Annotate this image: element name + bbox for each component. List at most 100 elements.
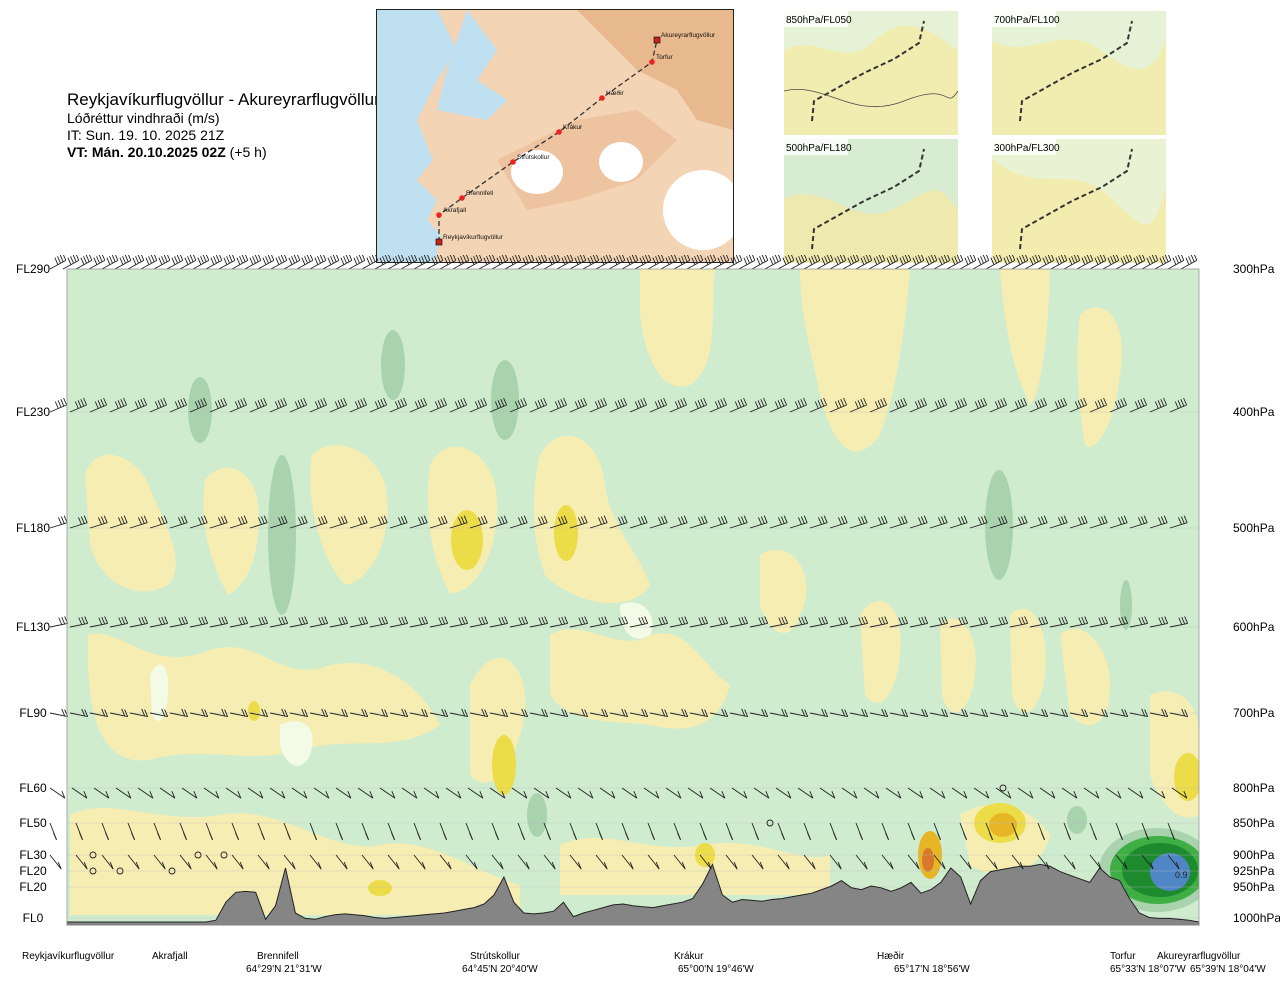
- wind-barb: [777, 854, 790, 870]
- wind-barb: [789, 708, 809, 718]
- wind-barb: [929, 515, 948, 529]
- wind-barb: [478, 255, 496, 270]
- wind-barb: [1011, 854, 1024, 870]
- wind-barb: [449, 708, 469, 718]
- wind-barb: [169, 397, 187, 413]
- wind-barb: [809, 708, 829, 718]
- calm-wind-marker: [89, 867, 97, 875]
- wind-barb: [89, 616, 109, 628]
- map-station-label: Akureyrarflugvöllur: [661, 32, 716, 39]
- waypoint-label: Akrafjall: [152, 950, 188, 963]
- wind-barb: [881, 822, 889, 840]
- flight-level-tick-label: FL90: [19, 706, 47, 720]
- wind-barb: [149, 515, 168, 529]
- wind-barb: [400, 255, 418, 270]
- wind-barb: [429, 397, 447, 413]
- pressure-tick-label: 950hPa: [1233, 880, 1275, 894]
- wind-barb: [649, 515, 668, 529]
- wind-barb: [1037, 822, 1045, 840]
- wind-barb: [209, 397, 227, 413]
- wind-barb: [329, 397, 347, 413]
- waypoint-label: Torfur 65°33'N 18°07'W: [1110, 950, 1186, 976]
- wind-barb: [349, 397, 367, 413]
- wind-barb: [1061, 787, 1078, 799]
- wind-barb: [75, 822, 83, 840]
- wind-barb: [829, 822, 837, 840]
- wind-barb: [686, 255, 704, 270]
- valid-time: VT: Mán. 20.10.2025 02Z (+5 h): [67, 144, 380, 161]
- wind-barb: [205, 255, 223, 270]
- wind-barb: [649, 708, 669, 718]
- wind-barb: [1141, 854, 1154, 870]
- wind-barb: [687, 787, 704, 799]
- waypoint-coord: 64°45'N 20°40'W: [462, 964, 538, 975]
- wind-barb: [229, 397, 247, 413]
- wind-barb: [127, 854, 140, 870]
- wind-barb: [1049, 708, 1069, 718]
- wind-barb: [1029, 616, 1049, 628]
- wind-barb: [75, 854, 88, 870]
- wind-barb: [529, 515, 548, 529]
- wind-barb: [749, 616, 769, 628]
- pressure-tick-label: 300hPa: [1233, 262, 1275, 276]
- wind-barb: [749, 397, 767, 413]
- wind-barb: [907, 822, 915, 840]
- wind-barb: [62, 255, 80, 270]
- map-station-marker: [435, 238, 443, 246]
- wind-barb: [357, 787, 374, 799]
- wind-barb: [909, 708, 929, 718]
- wind-barb: [1029, 515, 1048, 529]
- wind-barb: [509, 397, 527, 413]
- wind-barb: [1076, 255, 1094, 270]
- wind-barb: [929, 708, 949, 718]
- wind-barb: [1129, 708, 1149, 718]
- wind-barb: [1069, 397, 1087, 413]
- wind-barb: [973, 787, 990, 799]
- wind-barb: [543, 822, 551, 840]
- wind-barb: [313, 787, 330, 799]
- waypoint-name: Strútskollur: [470, 951, 521, 962]
- map-station-label: Hæðir: [606, 89, 625, 97]
- waypoint-label: Reykjavíkurflugvöllur: [22, 950, 114, 963]
- wind-barb: [1149, 616, 1169, 628]
- wind-barb: [920, 255, 938, 270]
- wind-barb: [413, 822, 421, 840]
- waypoint-name: Akureyrarflugvöllur: [1157, 951, 1241, 962]
- wind-barb: [69, 616, 89, 628]
- wind-barb: [709, 515, 728, 529]
- wind-barb: [556, 255, 574, 270]
- wind-barb: [738, 255, 756, 270]
- wind-barb: [869, 515, 888, 529]
- wind-barb: [229, 616, 249, 628]
- wind-barb: [140, 255, 158, 270]
- wind-barb: [153, 822, 161, 840]
- wind-barb: [129, 708, 149, 718]
- wind-barb: [225, 787, 242, 799]
- wind-barb: [777, 255, 795, 270]
- wind-barb: [361, 854, 374, 870]
- map-station-marker: [556, 129, 562, 135]
- wind-barb: [569, 515, 588, 529]
- wind-barb: [909, 515, 928, 529]
- wind-barb: [309, 515, 328, 529]
- waypoint-coord: 65°33'N 18°07'W: [1110, 964, 1186, 975]
- wind-barb: [289, 708, 309, 718]
- wind-barb: [569, 708, 589, 718]
- wind-barb: [569, 854, 582, 870]
- wind-barb: [389, 515, 408, 529]
- wind-barb: [775, 787, 792, 799]
- wind-barb: [1109, 397, 1127, 413]
- valid-time-offset: (+5 h): [229, 144, 267, 160]
- wind-barb: [309, 854, 322, 870]
- wind-barb: [335, 854, 348, 870]
- wind-barb: [489, 616, 509, 628]
- wind-barb: [649, 616, 669, 628]
- wind-barb: [389, 397, 407, 413]
- wind-barb: [1063, 255, 1081, 270]
- wind-barb: [889, 616, 909, 628]
- wind-barb: [289, 616, 309, 628]
- wind-barb: [309, 397, 327, 413]
- wind-barb: [283, 255, 301, 270]
- wind-barb: [549, 616, 569, 628]
- wind-barb: [401, 787, 418, 799]
